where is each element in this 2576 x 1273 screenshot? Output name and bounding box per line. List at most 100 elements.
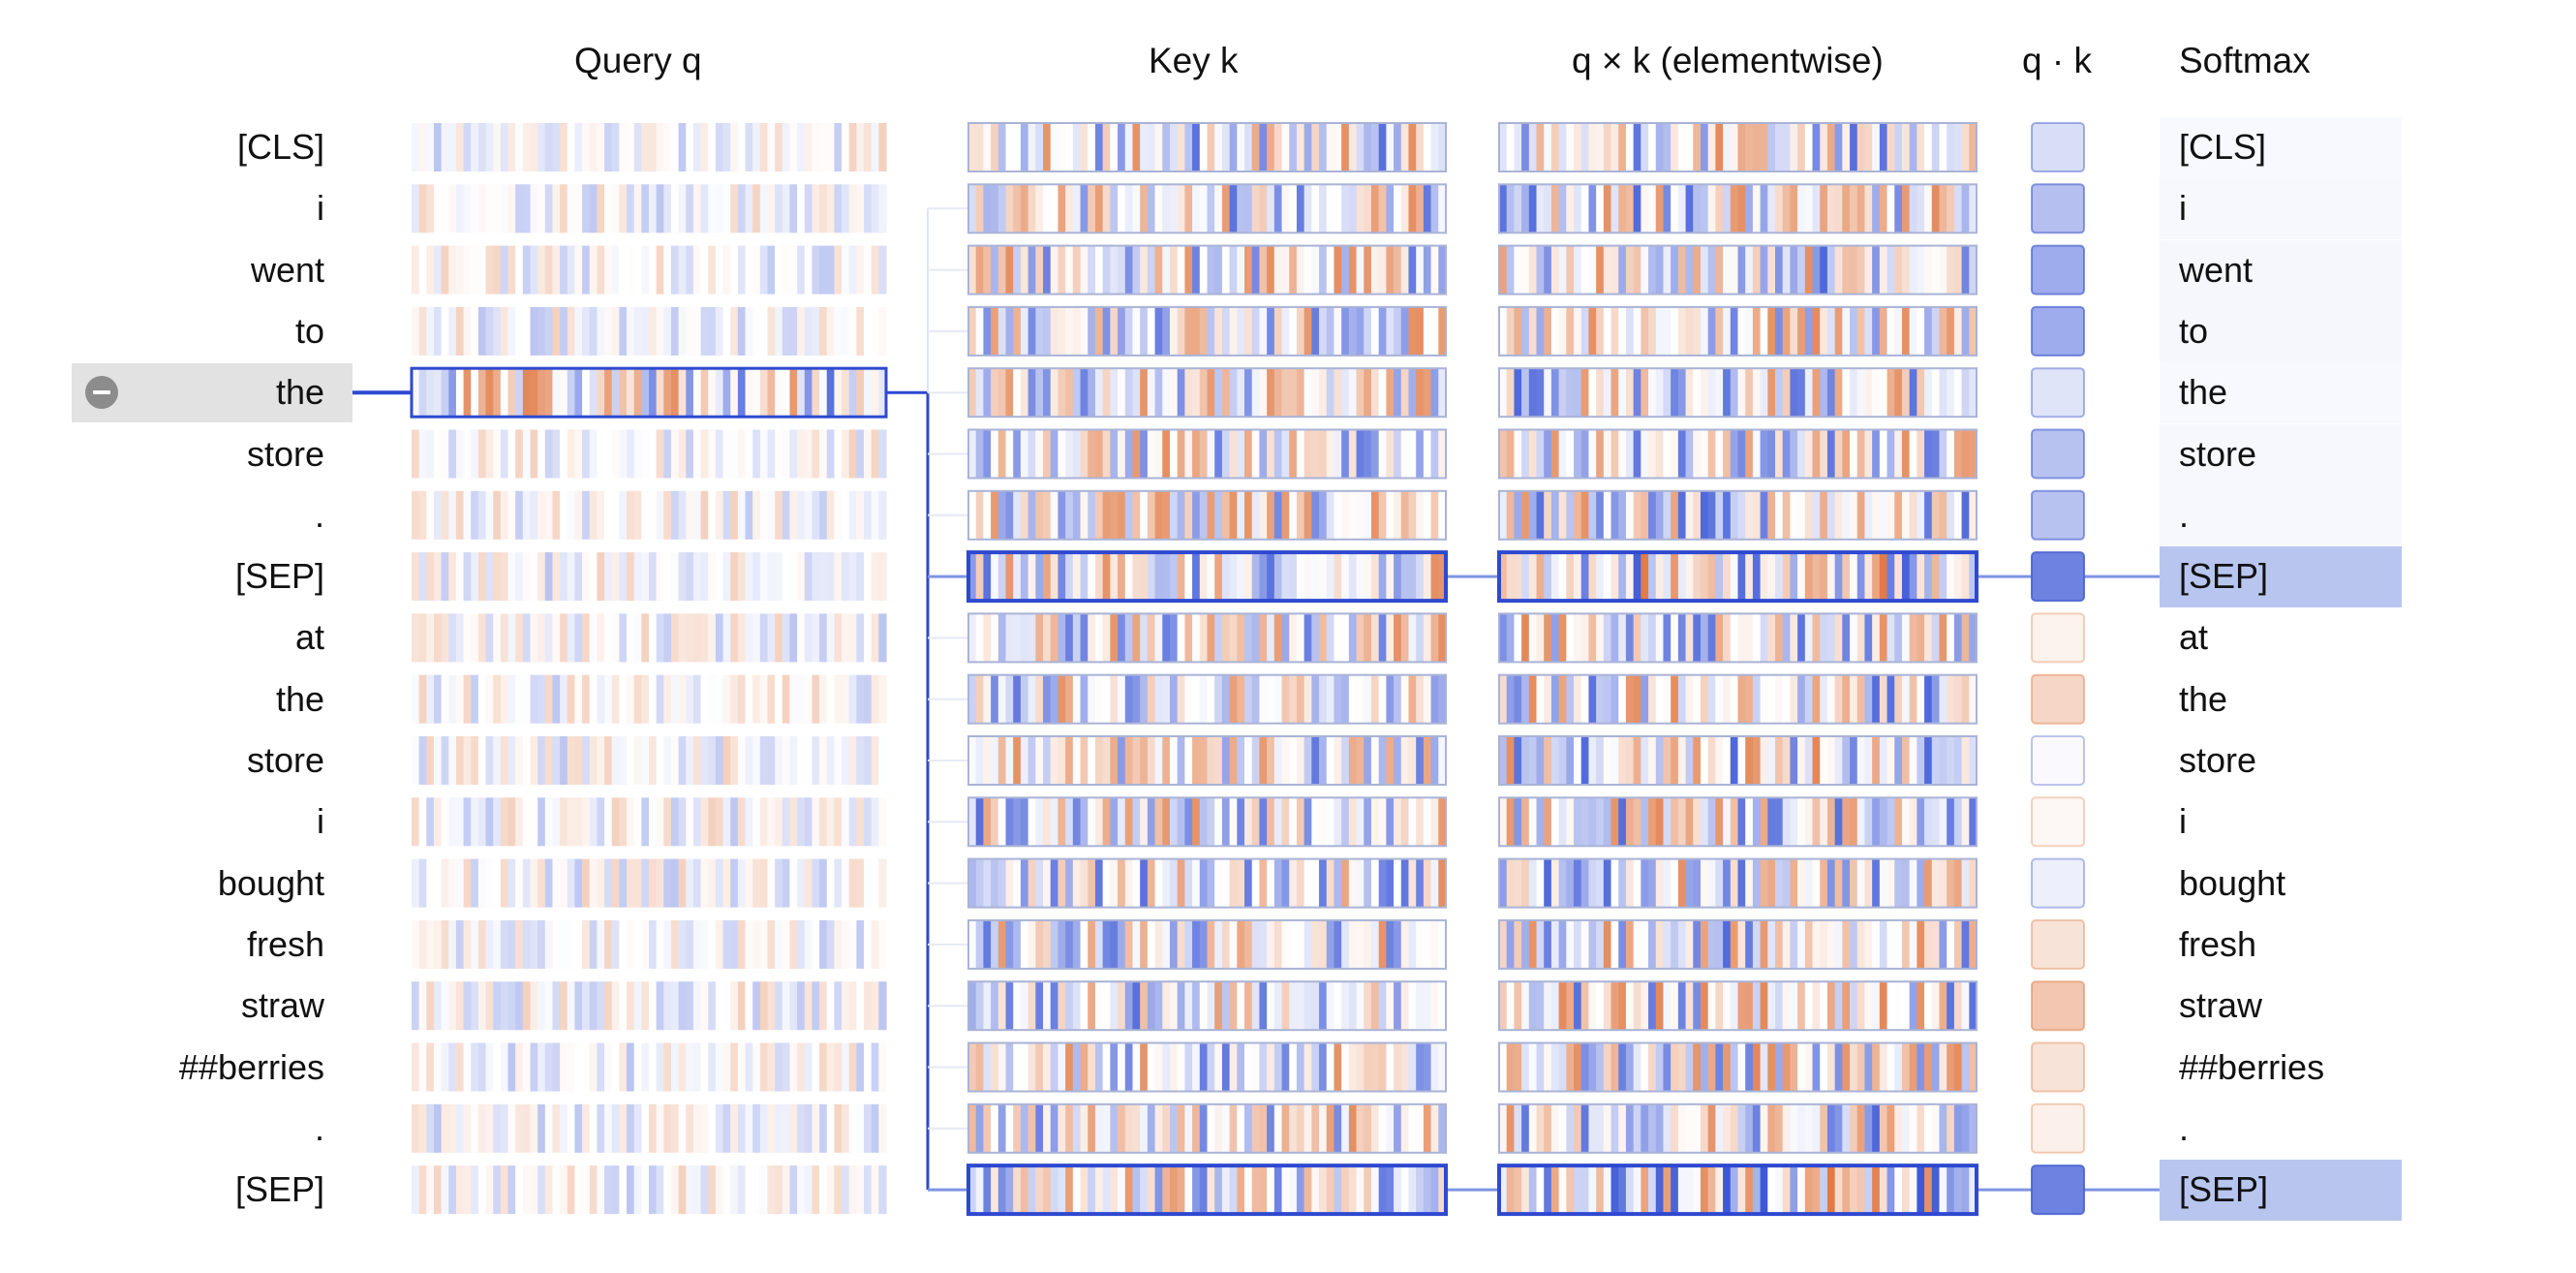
query-vector bbox=[412, 1042, 887, 1092]
softmax-weight-bar bbox=[2160, 423, 2402, 485]
key-vector bbox=[967, 735, 1447, 786]
dot-product-cell bbox=[2031, 428, 2085, 480]
softmax-token-label: at bbox=[2179, 617, 2209, 658]
query-token-label[interactable]: bought bbox=[217, 862, 324, 903]
softmax-token-label: the bbox=[2179, 678, 2228, 719]
softmax-token-label: [CLS] bbox=[2179, 127, 2267, 167]
key-vector bbox=[967, 612, 1447, 664]
softmax-weight-bar bbox=[2160, 362, 2402, 424]
softmax-header: Softmax bbox=[2179, 41, 2311, 80]
query-token-label[interactable]: to bbox=[294, 310, 324, 351]
query-token-label[interactable]: [CLS] bbox=[236, 127, 324, 167]
key-vector bbox=[967, 796, 1447, 848]
query-token-label[interactable]: i bbox=[317, 801, 324, 842]
key-vector bbox=[967, 183, 1447, 234]
query-token-label[interactable]: store bbox=[246, 433, 324, 474]
remove-icon[interactable] bbox=[85, 376, 118, 410]
softmax-token-label: i bbox=[2179, 801, 2187, 842]
softmax-weight-bar bbox=[2160, 300, 2402, 362]
softmax-weight-bar bbox=[2160, 178, 2402, 240]
query-token-label[interactable]: at bbox=[294, 617, 324, 658]
dot-product-cell bbox=[2031, 918, 2085, 970]
dot-product-cell bbox=[2031, 122, 2085, 172]
query-vector bbox=[412, 245, 887, 295]
softmax-weight-bar bbox=[2160, 546, 2402, 608]
query-token-label[interactable]: [SEP] bbox=[234, 556, 324, 597]
key-vector bbox=[967, 428, 1447, 480]
query-token-label[interactable]: went bbox=[250, 249, 324, 290]
dot-product-cell bbox=[2031, 1102, 2085, 1154]
query-vector bbox=[412, 1165, 887, 1215]
dot-product-cell bbox=[2031, 673, 2085, 725]
query-vector bbox=[412, 429, 887, 479]
query-vector bbox=[412, 1103, 887, 1153]
key-vector bbox=[967, 489, 1447, 541]
softmax-weight-bar bbox=[2160, 117, 2402, 178]
query-vector bbox=[412, 919, 887, 969]
dot-product-cell bbox=[2031, 980, 2085, 1032]
softmax-token-label: bought bbox=[2179, 862, 2286, 903]
key-vector bbox=[966, 1164, 1448, 1217]
query-token-label[interactable]: the bbox=[275, 678, 324, 719]
query-token-label[interactable]: straw bbox=[240, 985, 324, 1026]
query-header: Query q bbox=[574, 41, 702, 80]
query-token-label[interactable]: ##berries bbox=[178, 1046, 324, 1087]
elementwise-vector bbox=[1498, 673, 1978, 725]
dot-product-cell bbox=[2031, 367, 2085, 419]
key-vector bbox=[967, 1102, 1447, 1154]
softmax-weight-bar bbox=[2160, 484, 2402, 546]
softmax-token-label: . bbox=[2179, 494, 2190, 535]
elementwise-vector bbox=[1498, 244, 1978, 295]
elementwise-vector bbox=[1498, 428, 1978, 480]
query-vector bbox=[412, 981, 887, 1031]
softmax-token-label: store bbox=[2179, 740, 2257, 780]
query-vector bbox=[410, 366, 888, 419]
dot-product-cell bbox=[2031, 244, 2085, 295]
elementwise-vector bbox=[1498, 612, 1978, 664]
dot-product-cell bbox=[2031, 183, 2085, 234]
query-token-label[interactable]: . bbox=[314, 494, 324, 535]
selected-query-row[interactable] bbox=[72, 363, 353, 423]
elementwise-vector bbox=[1498, 367, 1978, 419]
elementwise-vector bbox=[1498, 735, 1978, 786]
softmax-token-label: [SEP] bbox=[2179, 556, 2269, 597]
elementwise-vector bbox=[1498, 183, 1978, 234]
dot-product-cell bbox=[2031, 857, 2085, 909]
softmax-token-label: fresh bbox=[2179, 923, 2257, 964]
dot-product-cell bbox=[2031, 612, 2085, 664]
query-token-label[interactable]: fresh bbox=[246, 923, 324, 964]
elementwise-vector bbox=[1498, 918, 1978, 970]
elementwise-vector bbox=[1498, 1102, 1978, 1154]
dot-product-header: q · k bbox=[2022, 41, 2092, 80]
dot-product-cell bbox=[2031, 551, 2085, 603]
query-token-label[interactable]: store bbox=[246, 740, 324, 780]
dot-product-cell bbox=[2031, 305, 2085, 357]
dot-product-cell bbox=[2031, 735, 2085, 786]
softmax-token-label: the bbox=[2179, 372, 2228, 413]
softmax-token-label: store bbox=[2179, 433, 2257, 474]
softmax-token-label: to bbox=[2179, 310, 2209, 351]
query-token-label[interactable]: the bbox=[275, 372, 324, 413]
key-vector bbox=[967, 1041, 1447, 1093]
query-token-label[interactable]: . bbox=[314, 1107, 324, 1148]
query-token-label[interactable]: [SEP] bbox=[234, 1169, 324, 1210]
query-token-label[interactable]: i bbox=[317, 188, 324, 229]
query-vector bbox=[412, 674, 887, 724]
elementwise-vector bbox=[1498, 857, 1978, 909]
query-vector bbox=[412, 613, 887, 663]
elementwise-header: q × k (elementwise) bbox=[1572, 41, 1884, 80]
elementwise-vector bbox=[1498, 1041, 1978, 1093]
query-vector bbox=[412, 306, 887, 356]
query-vector bbox=[412, 736, 887, 785]
dot-product-cell bbox=[2031, 489, 2085, 541]
query-vector bbox=[412, 184, 887, 233]
query-vector bbox=[412, 490, 887, 540]
key-vector bbox=[967, 367, 1447, 419]
softmax-token-label: . bbox=[2179, 1107, 2190, 1148]
softmax-weight-bar bbox=[2160, 1160, 2402, 1222]
key-vector bbox=[967, 980, 1447, 1032]
key-vector bbox=[967, 122, 1447, 172]
query-vector bbox=[412, 797, 887, 847]
